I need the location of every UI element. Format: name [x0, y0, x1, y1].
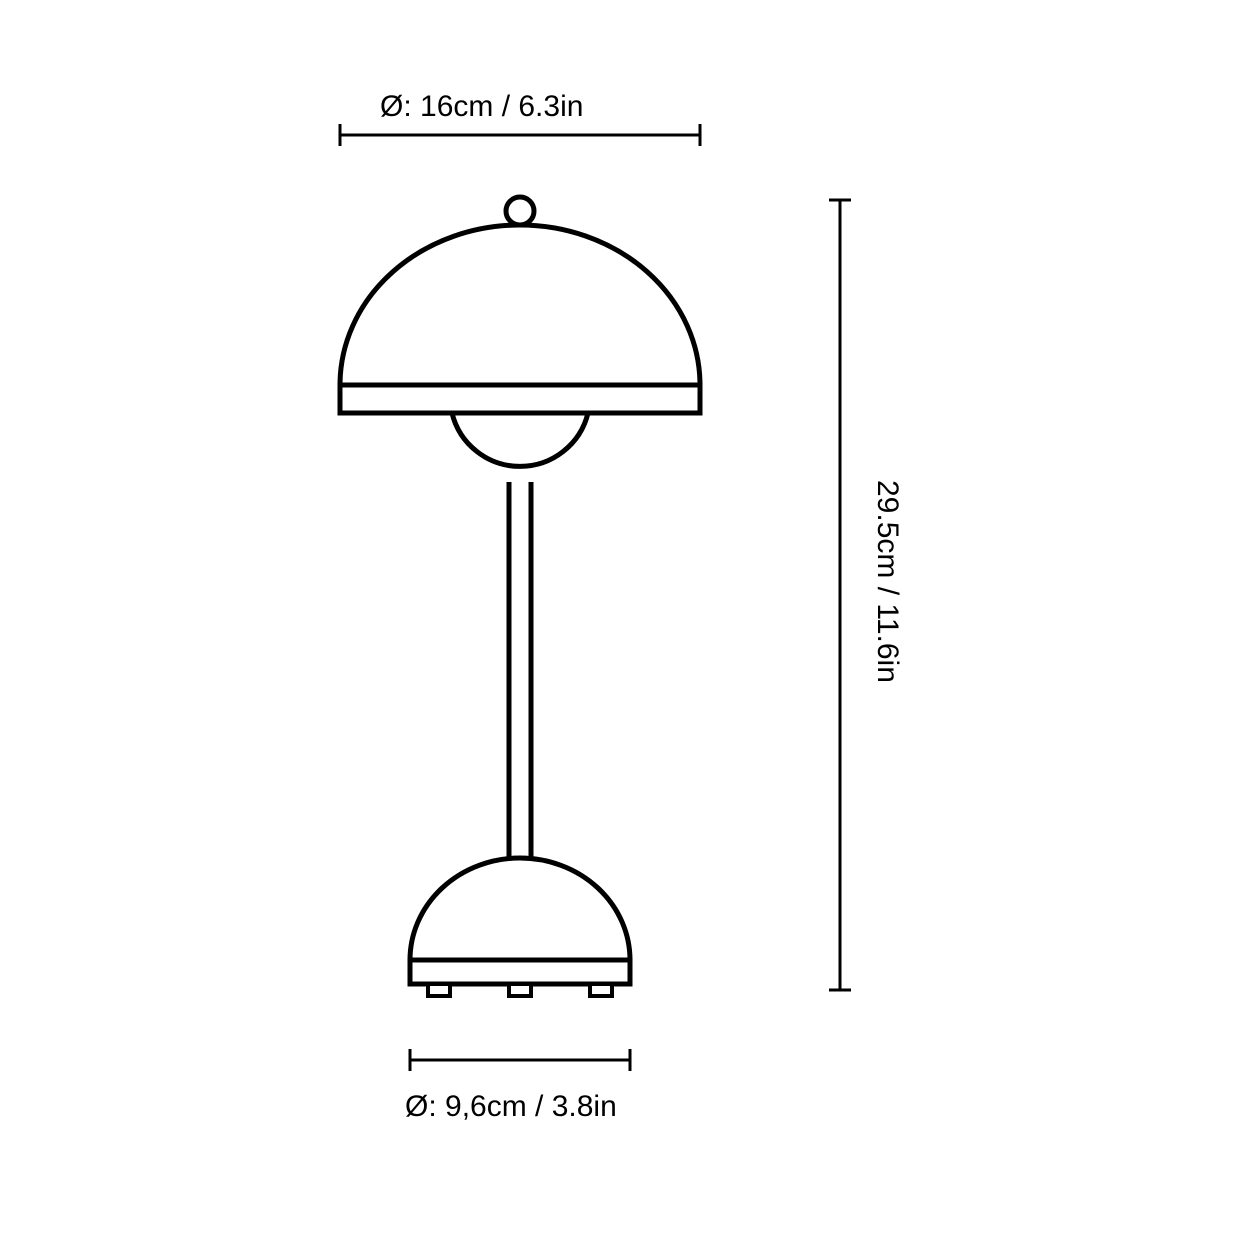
lamp-drawing — [0, 0, 1250, 1250]
bottom-dimension-label: Ø: 9,6cm / 3.8in — [405, 1090, 617, 1124]
right-dimension-bar — [829, 200, 851, 990]
top-dimension-bar — [340, 124, 700, 146]
right-dimension-label: 29.5cm / 11.6in — [870, 480, 904, 683]
top-dimension-label: Ø: 16cm / 6.3in — [380, 90, 583, 124]
lamp-shade — [340, 197, 700, 413]
lamp-stem — [509, 482, 531, 860]
lamp-bulb — [452, 413, 588, 466]
bottom-dimension-bar — [410, 1049, 630, 1071]
lamp-base — [410, 858, 630, 996]
diagram-canvas: Ø: 16cm / 6.3in 29.5cm / 11.6in Ø: 9,6cm… — [0, 0, 1250, 1250]
